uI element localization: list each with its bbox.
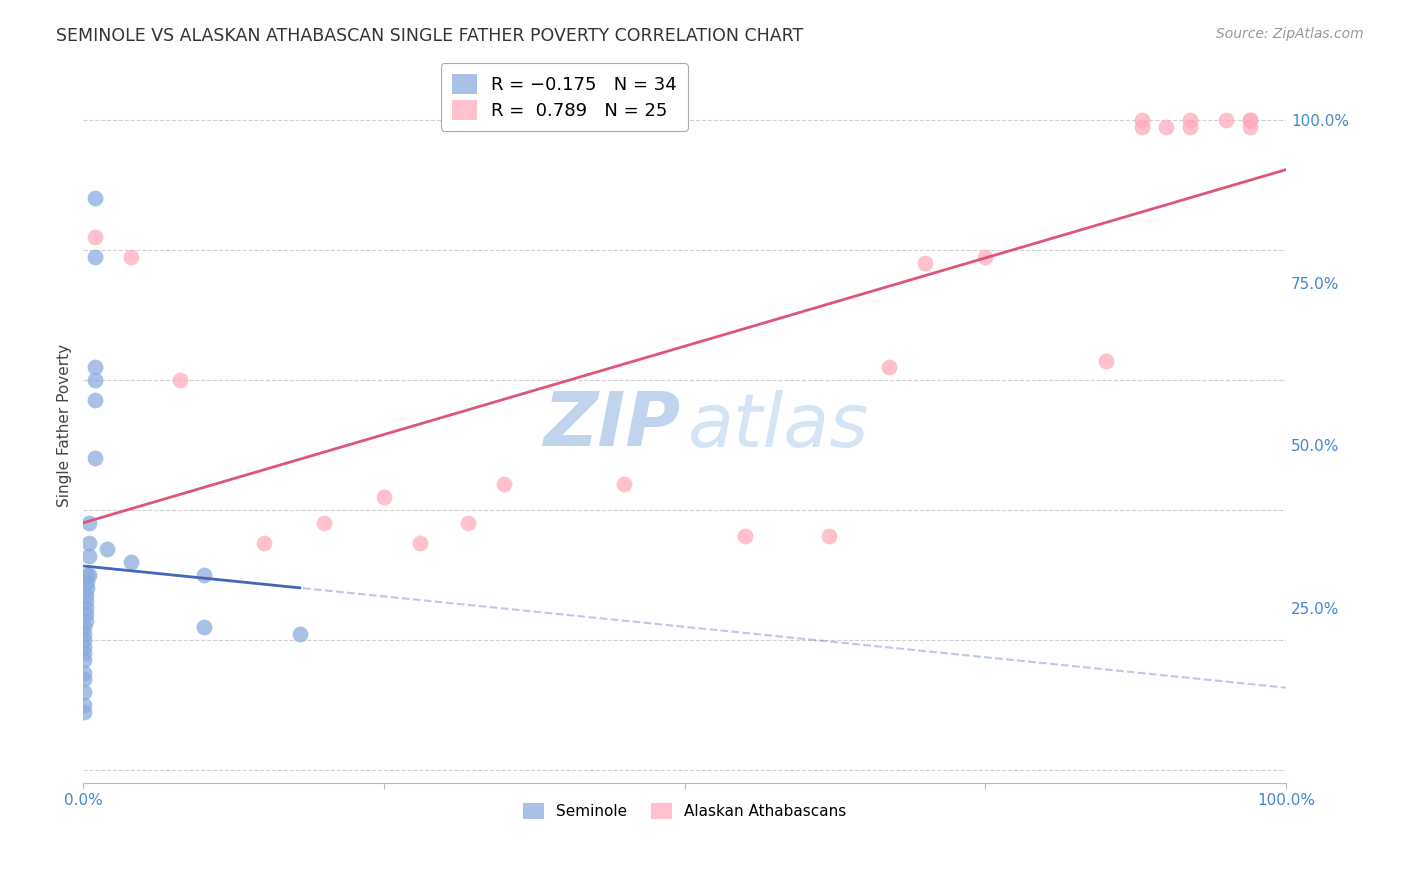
- Point: [193, 620, 215, 634]
- Point: [288, 626, 311, 640]
- Y-axis label: Single Father Poverty: Single Father Poverty: [58, 344, 72, 508]
- Text: ZIP: ZIP: [544, 389, 681, 462]
- Text: atlas: atlas: [688, 390, 869, 462]
- Point: [79, 535, 101, 549]
- Point: [73, 665, 96, 680]
- Point: [75, 607, 97, 622]
- Point: [1094, 354, 1116, 368]
- Point: [96, 542, 118, 557]
- Point: [253, 535, 276, 549]
- Point: [84, 230, 107, 244]
- Point: [79, 568, 101, 582]
- Point: [120, 555, 142, 569]
- Point: [1154, 120, 1177, 134]
- Point: [73, 633, 96, 648]
- Point: [76, 574, 98, 589]
- Point: [79, 516, 101, 531]
- Point: [84, 392, 107, 407]
- Point: [818, 529, 841, 543]
- Point: [79, 549, 101, 563]
- Point: [914, 256, 936, 270]
- Point: [73, 672, 96, 686]
- Point: [84, 250, 107, 264]
- Point: [73, 626, 96, 640]
- Point: [84, 451, 107, 466]
- Text: SEMINOLE VS ALASKAN ATHABASCAN SINGLE FATHER POVERTY CORRELATION CHART: SEMINOLE VS ALASKAN ATHABASCAN SINGLE FA…: [56, 27, 803, 45]
- Point: [75, 594, 97, 608]
- Point: [169, 373, 191, 387]
- Point: [877, 360, 900, 375]
- Point: [312, 516, 335, 531]
- Point: [84, 191, 107, 205]
- Point: [457, 516, 479, 531]
- Point: [76, 581, 98, 595]
- Point: [1239, 113, 1261, 128]
- Point: [76, 568, 98, 582]
- Legend: Seminole, Alaskan Athabascans: Seminole, Alaskan Athabascans: [517, 797, 852, 825]
- Point: [73, 705, 96, 719]
- Point: [73, 652, 96, 666]
- Point: [84, 373, 107, 387]
- Point: [409, 535, 432, 549]
- Point: [1130, 120, 1153, 134]
- Text: Source: ZipAtlas.com: Source: ZipAtlas.com: [1216, 27, 1364, 41]
- Point: [75, 588, 97, 602]
- Point: [494, 477, 516, 491]
- Point: [73, 698, 96, 712]
- Point: [1178, 120, 1201, 134]
- Point: [73, 640, 96, 654]
- Point: [734, 529, 756, 543]
- Point: [73, 646, 96, 660]
- Point: [75, 614, 97, 628]
- Point: [120, 250, 142, 264]
- Point: [84, 360, 107, 375]
- Point: [1239, 120, 1261, 134]
- Point: [373, 490, 395, 504]
- Point: [73, 620, 96, 634]
- Point: [73, 685, 96, 699]
- Point: [613, 477, 636, 491]
- Point: [75, 600, 97, 615]
- Point: [1178, 113, 1201, 128]
- Point: [193, 568, 215, 582]
- Point: [1215, 113, 1237, 128]
- Point: [1239, 113, 1261, 128]
- Point: [1130, 113, 1153, 128]
- Point: [974, 250, 997, 264]
